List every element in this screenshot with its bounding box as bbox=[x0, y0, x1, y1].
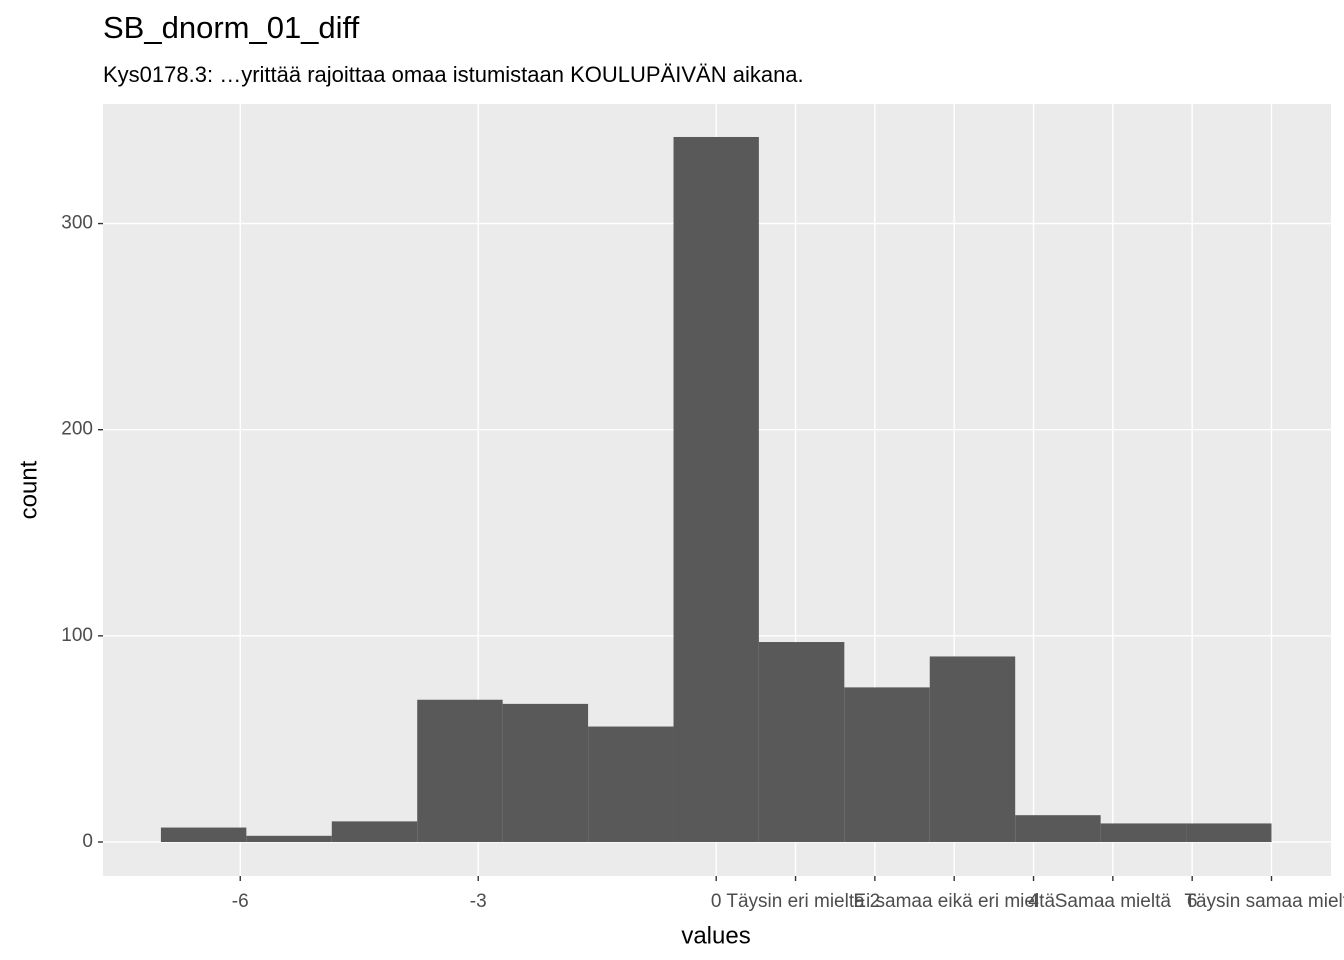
bar bbox=[588, 726, 674, 842]
x-tick-label: Ei samaa eikä eri mieltä bbox=[853, 891, 1055, 912]
chart-title: SB_dnorm_01_diff bbox=[103, 10, 360, 45]
bar bbox=[673, 136, 759, 842]
bar bbox=[758, 642, 845, 842]
y-tick-label: 200 bbox=[61, 419, 93, 440]
bar bbox=[1100, 823, 1187, 842]
x-tick-label: -6 bbox=[232, 891, 249, 912]
x-tick-label: 6 bbox=[1187, 891, 1198, 912]
y-tick-label: 100 bbox=[61, 625, 93, 646]
bar bbox=[160, 827, 247, 842]
x-tick-label: 4 bbox=[1028, 891, 1039, 912]
x-tick-label: Täysin eri mieltä bbox=[726, 891, 865, 912]
y-tick-label: 0 bbox=[82, 831, 93, 852]
x-tick-label: Samaa mieltä bbox=[1055, 891, 1172, 912]
x-tick-label: 2 bbox=[870, 891, 881, 912]
bar bbox=[417, 699, 503, 842]
x-axis-title: values bbox=[681, 922, 750, 949]
bar bbox=[502, 703, 589, 842]
x-tick-label: -3 bbox=[470, 891, 487, 912]
y-axis-title: count bbox=[15, 460, 42, 519]
bar bbox=[331, 821, 418, 842]
bar bbox=[246, 835, 332, 842]
y-tick-label: 300 bbox=[61, 213, 93, 234]
x-tick-label: 0 bbox=[711, 891, 722, 912]
bar bbox=[844, 687, 930, 842]
bar bbox=[1186, 823, 1272, 842]
bar bbox=[929, 656, 1016, 842]
chart-subtitle: Kys0178.3: …yrittää rajoittaa omaa istum… bbox=[103, 62, 804, 87]
x-tick-label: Täysin samaa mieltä bbox=[1184, 891, 1344, 912]
bar bbox=[1015, 815, 1101, 842]
